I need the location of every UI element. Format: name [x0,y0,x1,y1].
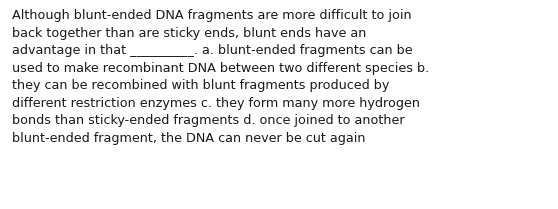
Text: Although blunt-ended DNA fragments are more difficult to join
back together than: Although blunt-ended DNA fragments are m… [12,9,430,145]
